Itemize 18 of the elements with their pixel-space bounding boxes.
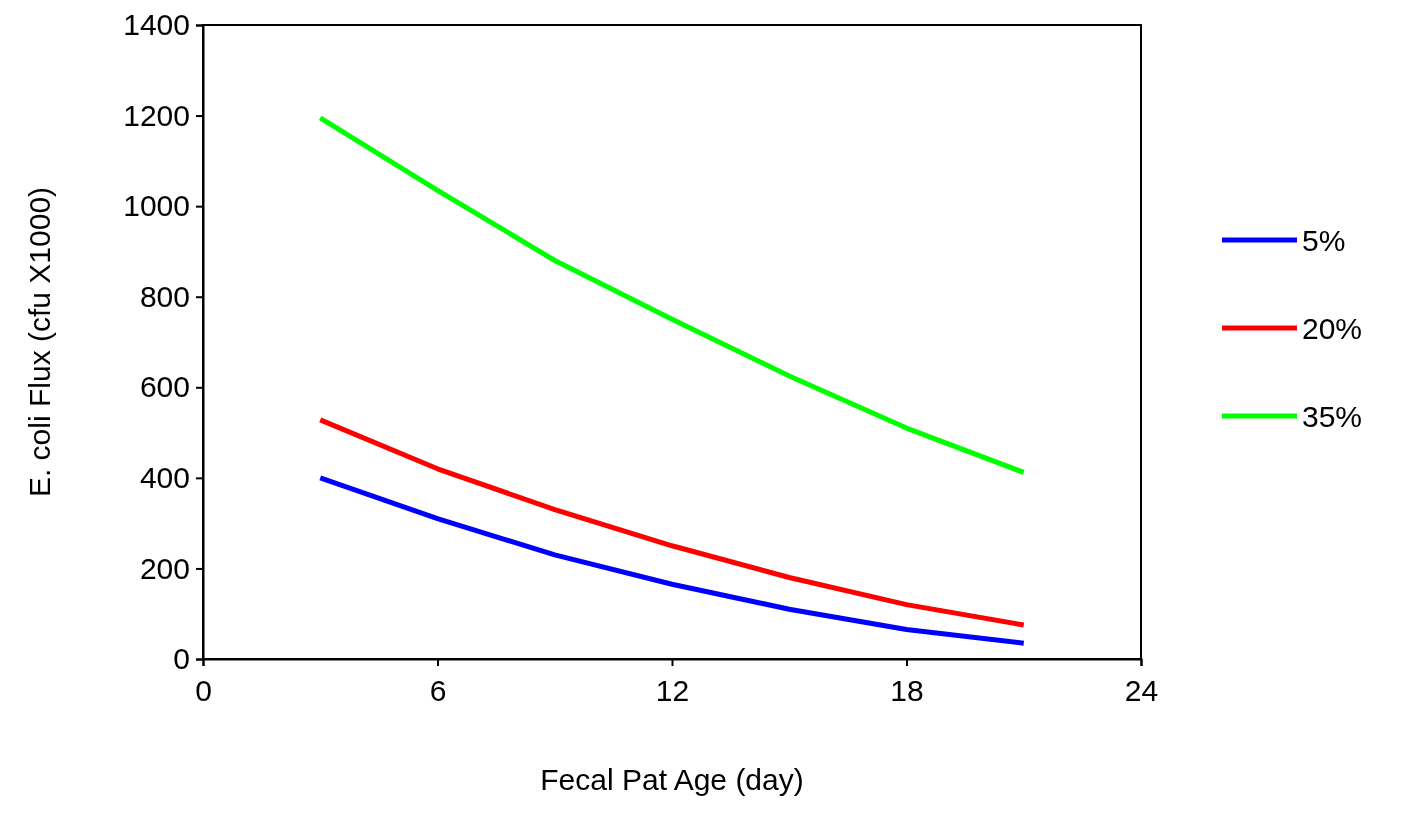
- y-tick-label: 400: [139, 460, 190, 494]
- y-tick-label: 200: [139, 551, 190, 585]
- y-tick-label: 1000: [123, 189, 190, 223]
- x-tick-label: 24: [1124, 674, 1159, 708]
- x-tick-label: 0: [195, 674, 212, 708]
- y-tick-label: 800: [139, 279, 190, 313]
- y-tick-label: 1400: [123, 8, 190, 42]
- y-axis-title: E. coli Flux (cfu X1000): [23, 186, 56, 498]
- y-tick-label: 1200: [123, 98, 190, 132]
- x-axis-title: Fecal Pat Age (day): [540, 763, 804, 796]
- x-tick-label: 12: [655, 674, 690, 708]
- x-tick-label: 6: [429, 674, 447, 708]
- legend-label: 5%: [1302, 224, 1346, 257]
- legend-label: 20%: [1302, 312, 1363, 345]
- x-tick-label: 18: [890, 674, 924, 708]
- legend-label: 35%: [1302, 400, 1363, 433]
- y-tick-label: 600: [139, 370, 190, 404]
- y-tick-label: 0: [173, 642, 190, 676]
